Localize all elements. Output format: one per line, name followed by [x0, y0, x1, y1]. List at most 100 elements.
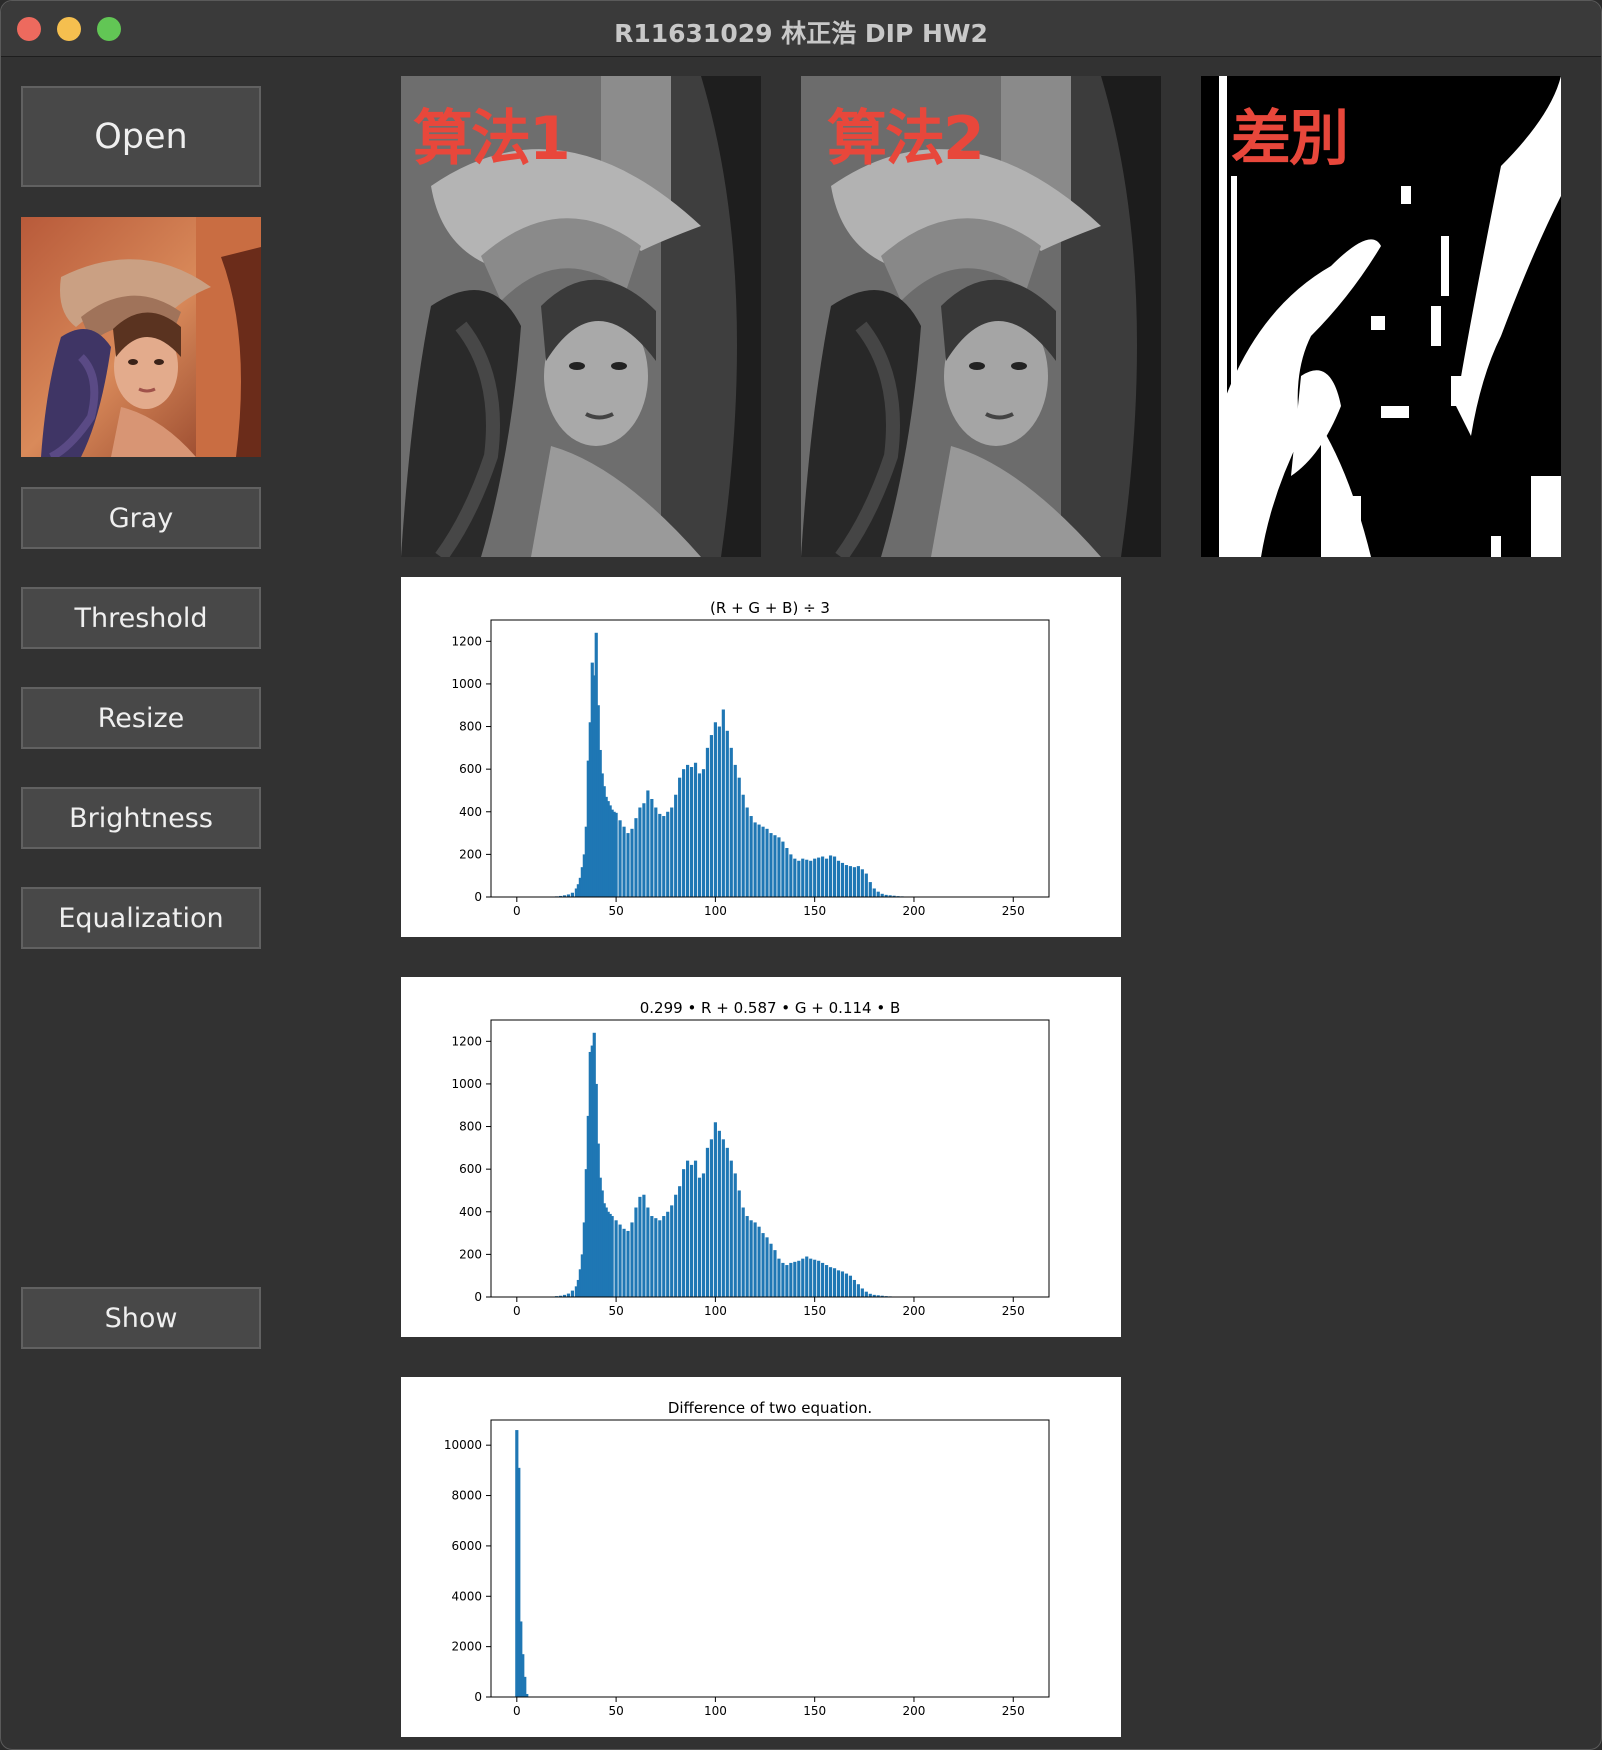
histogram-bar [848, 1275, 853, 1297]
histogram-bar [630, 1222, 634, 1297]
histogram-bar [749, 1220, 753, 1297]
histogram-bar [566, 1293, 571, 1297]
equalization-button[interactable]: Equalization [21, 887, 261, 949]
histogram-bar [562, 1294, 567, 1297]
maximize-window-button[interactable] [97, 17, 121, 41]
show-button[interactable]: Show [21, 1287, 261, 1349]
brightness-button[interactable]: Brightness [21, 787, 261, 849]
histogram-bar [773, 1250, 777, 1297]
histogram-bar [709, 1139, 714, 1297]
histogram-bar [604, 796, 608, 897]
resize-button[interactable]: Resize [21, 687, 261, 749]
histogram-bar [876, 891, 880, 897]
histogram-bar [817, 857, 821, 897]
difference-image: 差別 [1201, 76, 1561, 557]
histogram-bar [741, 794, 745, 897]
histogram-bar [600, 773, 604, 897]
histogram-bar [654, 807, 658, 897]
histogram-bar [606, 1211, 610, 1297]
histogram-bar [729, 747, 733, 897]
algorithm-2-label: 算法2 [827, 104, 985, 174]
threshold-button[interactable]: Threshold [21, 587, 261, 649]
x-tick-label: 0 [513, 1304, 521, 1318]
x-tick-label: 100 [704, 1304, 727, 1318]
histogram-bar [729, 1160, 733, 1297]
histogram-bar [785, 847, 789, 897]
y-tick-label: 600 [459, 762, 482, 776]
histogram-bar [701, 769, 706, 897]
histogram-bar [832, 856, 837, 897]
histogram-bar [614, 1220, 618, 1297]
histogram-bar [825, 858, 829, 897]
histogram-bar [880, 1295, 884, 1297]
histogram-bar [588, 722, 592, 897]
histogram-bar [781, 841, 785, 897]
x-tick-label: 150 [803, 1704, 826, 1718]
x-tick-label: 100 [704, 1704, 727, 1718]
histogram-bar [705, 1147, 710, 1297]
histogram-bar [578, 877, 582, 897]
histogram-bar [713, 1122, 717, 1297]
histogram-bar [828, 1267, 833, 1297]
histogram-bar [860, 1288, 864, 1297]
minimize-window-button[interactable] [57, 17, 81, 41]
source-image-thumbnail [21, 217, 261, 457]
histogram-bar [725, 730, 729, 897]
histogram-bar [604, 1207, 608, 1297]
histogram-bar [828, 855, 833, 897]
histogram-bar [817, 1260, 821, 1297]
histogram-bar [642, 803, 646, 897]
gray-image-algorithm-1: 算法1 [401, 76, 761, 557]
histogram-bar [608, 805, 612, 897]
histogram-bar [590, 1045, 594, 1297]
histogram-bar [634, 1207, 638, 1297]
histogram-bar [872, 888, 876, 897]
histogram-bar [781, 1262, 785, 1297]
histogram-bar [592, 675, 596, 897]
histogram-bar [769, 1243, 773, 1297]
histogram-bar [515, 1430, 519, 1697]
histogram-bar [618, 820, 622, 897]
histogram-bar [777, 1258, 781, 1297]
open-button[interactable]: Open [21, 86, 261, 187]
histogram-bar [733, 764, 737, 897]
histogram-bar [582, 1222, 586, 1297]
histogram-bar [801, 858, 805, 897]
histogram-bar [821, 856, 825, 897]
histogram-bar [697, 773, 702, 897]
gray-button[interactable]: Gray [21, 487, 261, 549]
y-tick-label: 8000 [451, 1489, 482, 1503]
histogram-bar [797, 860, 801, 897]
chart-title: (R + G + B) ÷ 3 [710, 599, 830, 617]
histogram-bar [852, 867, 856, 897]
plot-frame [490, 619, 1050, 898]
histogram-bar [578, 1269, 582, 1297]
histogram-bar [813, 858, 817, 897]
histogram-bar [757, 824, 761, 897]
histogram-bar [670, 807, 674, 897]
histogram-bar [574, 1286, 578, 1297]
histogram-bar [717, 726, 721, 897]
histogram-bar [721, 709, 725, 897]
histogram-bar [682, 1169, 686, 1297]
y-tick-label: 1000 [451, 1077, 482, 1091]
histogram-bar [612, 811, 616, 897]
close-window-button[interactable] [17, 17, 41, 41]
histogram-bar [761, 1233, 765, 1297]
x-tick-label: 0 [513, 1704, 521, 1718]
histogram-bar [586, 1115, 590, 1297]
x-tick-label: 250 [1002, 904, 1025, 918]
histogram-bar [596, 1143, 600, 1297]
y-tick-label: 400 [459, 1205, 482, 1219]
histogram-bar [594, 1083, 598, 1297]
histogram-bar [733, 1173, 737, 1297]
histogram-bar [769, 833, 773, 897]
histogram-bar [642, 1194, 646, 1297]
histogram-bar [809, 1258, 813, 1297]
histogram-bar [662, 1216, 666, 1297]
histogram-bar [689, 1164, 694, 1297]
histogram-bar [654, 1218, 658, 1297]
histogram-bar [674, 1194, 678, 1297]
x-tick-label: 250 [1002, 1704, 1025, 1718]
histogram-bar [574, 888, 578, 897]
